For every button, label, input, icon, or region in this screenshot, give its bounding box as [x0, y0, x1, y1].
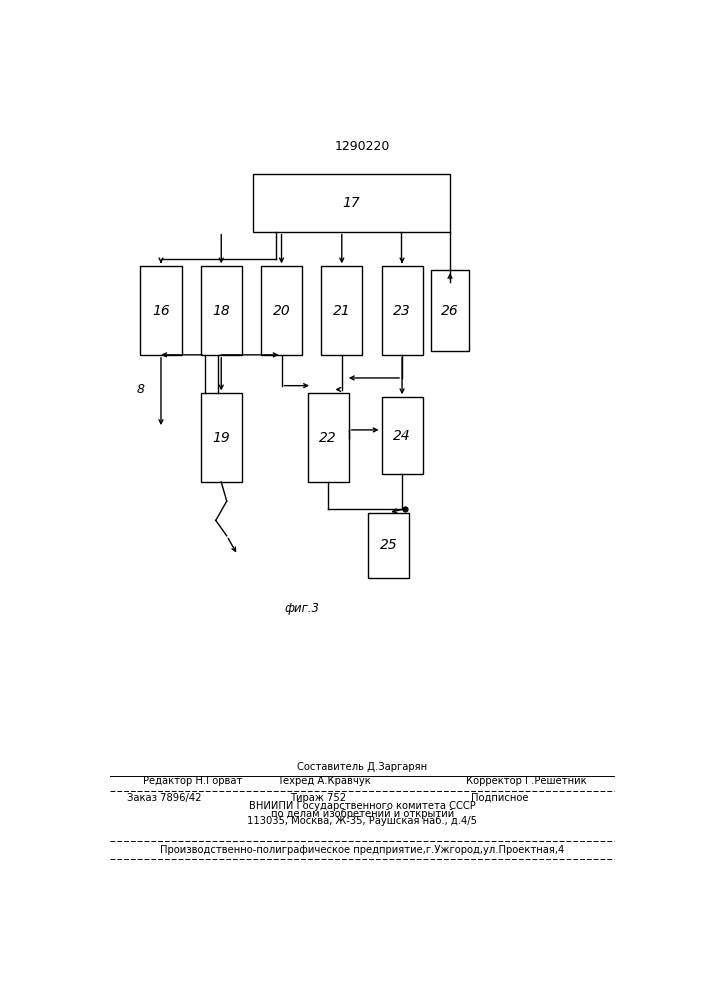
- Text: Редактор Н.Горват: Редактор Н.Горват: [144, 776, 243, 786]
- Text: Корректор Г.Решетник: Корректор Г.Решетник: [467, 776, 587, 786]
- Text: 22: 22: [320, 431, 337, 445]
- Text: 26: 26: [441, 304, 459, 318]
- Text: 20: 20: [273, 304, 291, 318]
- FancyBboxPatch shape: [261, 266, 302, 355]
- Text: Техред А.Кравчук: Техред А.Кравчук: [277, 776, 371, 786]
- Text: фиг.3: фиг.3: [284, 602, 320, 615]
- Text: 21: 21: [333, 304, 351, 318]
- Text: 17: 17: [342, 196, 361, 210]
- FancyBboxPatch shape: [201, 393, 242, 482]
- Text: Производственно-полиграфическое предприятие,г.Ужгород,ул.Проектная,4: Производственно-полиграфическое предприя…: [160, 845, 564, 855]
- Text: Заказ 7896/42: Заказ 7896/42: [127, 793, 201, 803]
- FancyBboxPatch shape: [308, 393, 349, 482]
- Text: Тираж 752: Тираж 752: [291, 793, 346, 803]
- FancyBboxPatch shape: [201, 266, 242, 355]
- FancyBboxPatch shape: [368, 513, 409, 578]
- Text: 8: 8: [136, 383, 144, 396]
- Text: 18: 18: [212, 304, 230, 318]
- FancyBboxPatch shape: [382, 266, 423, 355]
- Text: ВНИИПИ Государственного комитета СССР: ВНИИПИ Государственного комитета СССР: [249, 801, 476, 811]
- Text: 25: 25: [380, 538, 397, 552]
- Text: Составитель Д.Заргарян: Составитель Д.Заргарян: [297, 762, 428, 772]
- Text: 16: 16: [152, 304, 170, 318]
- Text: 19: 19: [212, 431, 230, 445]
- Text: по делам изобретений и открытий: по делам изобретений и открытий: [271, 809, 454, 819]
- FancyBboxPatch shape: [253, 174, 450, 232]
- Text: 23: 23: [393, 304, 411, 318]
- Text: 1290220: 1290220: [334, 140, 390, 153]
- FancyBboxPatch shape: [141, 266, 182, 355]
- Text: Подписное: Подписное: [471, 793, 528, 803]
- FancyBboxPatch shape: [321, 266, 363, 355]
- Text: 24: 24: [393, 429, 411, 443]
- FancyBboxPatch shape: [382, 397, 423, 474]
- FancyBboxPatch shape: [431, 270, 469, 351]
- Text: 113035, Москва, Ж-35, Раушская наб., д.4/5: 113035, Москва, Ж-35, Раушская наб., д.4…: [247, 816, 477, 826]
